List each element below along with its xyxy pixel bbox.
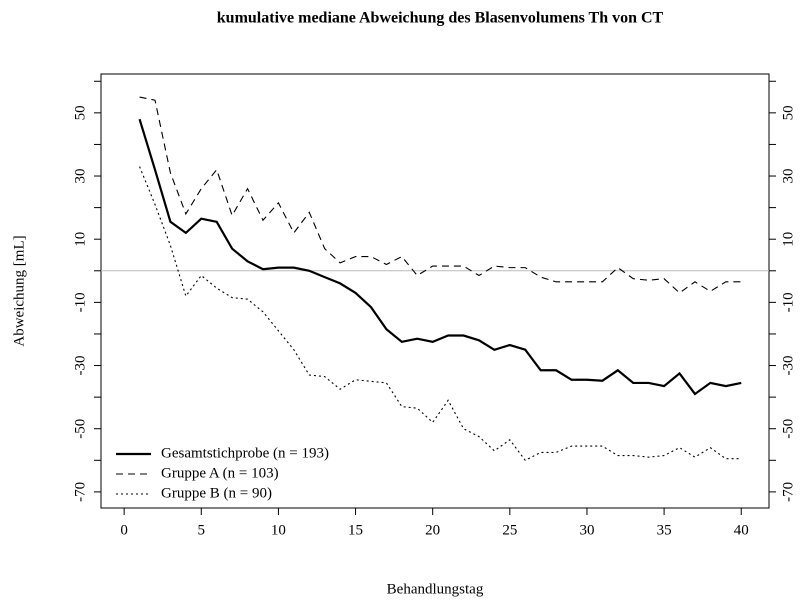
y-axis-label: Abweichung [mL] (11, 235, 27, 346)
y-tick-label: -30 (72, 356, 88, 376)
x-tick-label: 20 (425, 522, 440, 538)
data-line (139, 166, 742, 462)
y-tick-label: 30 (72, 169, 88, 184)
y-tick-label-right: -70 (780, 482, 796, 502)
x-tick-label: 25 (502, 522, 517, 538)
y-tick-label: 50 (72, 105, 88, 120)
y-tick-label-right: 30 (780, 169, 796, 184)
y-tick-label-right: 50 (780, 105, 796, 120)
y-tick-label-right: 10 (780, 232, 796, 247)
legend-label: Gesamtstichprobe (n = 193) (161, 445, 329, 461)
y-tick-label: -10 (72, 292, 88, 312)
y-tick-label: -70 (72, 482, 88, 502)
chart-title: kumulative mediane Abweichung des Blasen… (217, 10, 664, 27)
legend-label: Gruppe A (n = 103) (161, 465, 279, 481)
x-tick-label: 15 (348, 522, 363, 538)
y-tick-label-right: -50 (780, 419, 796, 439)
x-tick-label: 0 (120, 522, 128, 538)
legend-label: Gruppe B (n = 90) (161, 485, 272, 501)
plot-frame (100, 73, 770, 509)
data-line (138, 118, 742, 396)
x-tick-label: 10 (271, 522, 286, 538)
x-tick-label: 40 (734, 522, 749, 538)
y-tick-label: -50 (72, 419, 88, 439)
y-tick-label: 10 (72, 232, 88, 247)
x-axis-label: Behandlungstag (387, 581, 484, 597)
y-tick-label-right: -30 (780, 356, 796, 376)
x-tick-label: 35 (657, 522, 672, 538)
x-tick-label: 30 (579, 522, 594, 538)
x-tick-label: 5 (198, 522, 206, 538)
y-tick-label-right: -10 (780, 292, 796, 312)
data-line (139, 96, 742, 294)
